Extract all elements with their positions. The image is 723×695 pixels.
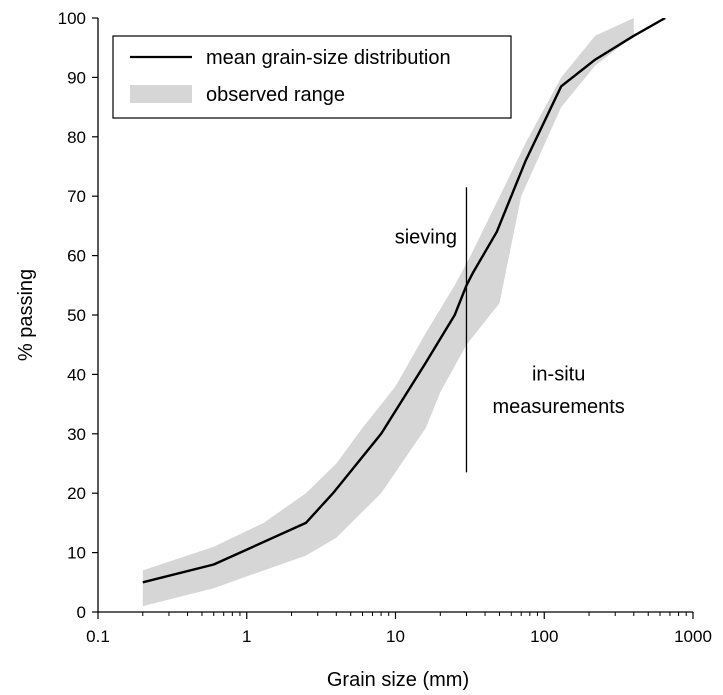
x-tick-label: 0.1 — [86, 627, 110, 646]
axes — [92, 17, 694, 619]
y-tick-label: 0 — [77, 603, 86, 622]
y-tick-label: 100 — [58, 9, 86, 28]
legend: mean grain-size distribution observed ra… — [112, 35, 512, 119]
y-tick-label: 30 — [67, 425, 86, 444]
legend-mean-label: mean grain-size distribution — [206, 47, 451, 69]
series-line-layer — [142, 18, 666, 584]
y-tick-label: 10 — [67, 544, 86, 563]
legend-range-swatch — [130, 85, 192, 103]
x-axis-label: Grain size (mm) — [327, 669, 469, 691]
tick-labels: 0 10 20 30 40 50 60 70 80 90 100 0.1 1 10 100 1000 — [58, 9, 712, 646]
y-tick-label: 40 — [67, 365, 86, 384]
observed-range-band — [142, 18, 634, 607]
x-tick-label: 100 — [530, 627, 558, 646]
series-line-0 — [142, 18, 666, 584]
annotation-0: sieving — [395, 227, 457, 249]
observed-range-layer — [142, 18, 634, 607]
y-tick-label: 20 — [67, 484, 86, 503]
x-tick-label: 10 — [386, 627, 405, 646]
y-tick-label: 60 — [67, 247, 86, 266]
annotation-1: in-situ — [532, 363, 585, 385]
y-axis-label: % passing — [15, 269, 37, 361]
legend-box — [112, 35, 512, 119]
y-tick-label: 70 — [67, 187, 86, 206]
x-tick-label: 1 — [242, 627, 251, 646]
y-tick-label: 50 — [67, 306, 86, 325]
annotations: sieving in-situ measurements — [395, 227, 625, 418]
annotation-2: measurements — [493, 396, 625, 418]
legend-range-label: observed range — [206, 84, 345, 106]
y-tick-label: 90 — [67, 68, 86, 87]
x-tick-label: 1000 — [674, 627, 712, 646]
y-tick-label: 80 — [67, 128, 86, 147]
